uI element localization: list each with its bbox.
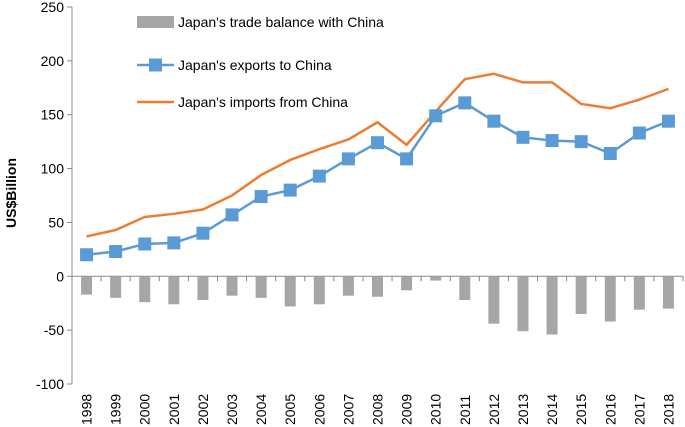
x-tick-label: 2018	[660, 394, 676, 425]
exports-marker	[371, 136, 384, 150]
x-tick-label: 2008	[370, 394, 386, 425]
exports-marker	[225, 208, 239, 222]
exports-marker	[661, 114, 675, 128]
y-tick-label: 100	[41, 161, 65, 177]
y-tick-label: 0	[56, 268, 64, 284]
exports-marker	[80, 248, 94, 262]
x-tick-label: 2009	[399, 394, 415, 425]
trade-balance-bar	[197, 276, 209, 300]
x-tick-label: 2005	[282, 394, 298, 425]
exports-marker	[341, 152, 355, 166]
trade-balance-bar	[604, 276, 616, 322]
trade-balance-bar	[633, 276, 645, 310]
exports-marker	[603, 146, 617, 160]
exports-marker	[167, 236, 181, 250]
trade-balance-bars	[81, 276, 674, 335]
x-tick-label: 2015	[573, 394, 589, 425]
trade-balance-bar	[226, 276, 238, 296]
y-tick-label: -50	[44, 322, 64, 338]
y-tick-label: 250	[41, 0, 65, 15]
trade-balance-bar	[517, 276, 529, 332]
exports-marker	[574, 135, 588, 149]
x-tick-label: 2004	[253, 394, 269, 425]
legend-label: Japan's exports to China	[178, 57, 332, 73]
x-tick-label: 2010	[428, 394, 444, 425]
x-tick-label: 2006	[311, 394, 327, 425]
exports-marker	[312, 169, 326, 183]
trade-balance-bar	[255, 276, 267, 298]
trade-balance-bar	[401, 276, 413, 291]
x-tick-label: 2000	[137, 394, 153, 425]
x-tick-label: 2012	[486, 394, 502, 425]
x-tick-label: 2003	[224, 394, 240, 425]
trade-balance-bar	[546, 276, 558, 335]
imports-line	[86, 72, 669, 238]
x-tick-label: 2007	[340, 394, 356, 425]
exports-marker	[429, 109, 443, 123]
trade-balance-bar	[459, 276, 471, 300]
trade-balance-bar	[313, 276, 325, 305]
y-axis-title: US$Billion	[3, 158, 19, 228]
exports-marker	[632, 126, 646, 140]
exports-marker	[458, 96, 472, 110]
x-tick-label: 1998	[79, 394, 95, 425]
x-tick-label: 2002	[195, 394, 211, 425]
legend: Japan's trade balance with China Japan's …	[137, 14, 384, 110]
trade-balance-bar	[575, 276, 587, 314]
trade-balance-bar	[284, 276, 296, 307]
legend-swatch-balance	[137, 16, 174, 28]
x-tick-label: 2016	[602, 394, 618, 425]
exports-series	[80, 96, 675, 262]
y-tick-label: 150	[41, 107, 65, 123]
legend-label: Japan's trade balance with China	[178, 14, 384, 30]
trade-balance-bar	[342, 276, 354, 296]
legend-label: Japan's imports from China	[178, 94, 348, 110]
x-tick-label: 2011	[457, 395, 473, 425]
y-tick-label: -100	[36, 376, 64, 392]
x-tick-label: 2001	[166, 394, 182, 425]
imports-series	[86, 72, 669, 238]
exports-marker	[196, 226, 210, 240]
x-tick-label: 2014	[544, 394, 560, 425]
trade-balance-bar	[430, 276, 442, 281]
exports-line	[86, 101, 669, 256]
x-tick-label: 2013	[515, 394, 531, 425]
y-axis: -100 -50 0 50 100 150 200 250	[36, 0, 73, 392]
y-tick-label: 50	[48, 214, 64, 230]
exports-marker	[545, 134, 559, 148]
exports-marker	[138, 237, 152, 251]
exports-marker	[254, 190, 268, 204]
exports-marker	[283, 183, 297, 197]
exports-marker	[487, 114, 501, 128]
trade-balance-bar	[110, 276, 122, 298]
legend-marker-exports	[149, 58, 162, 72]
exports-marker	[109, 245, 123, 259]
x-axis: 1998 1999 2000 2001 2002 2003 2004 2005 2006 2007…	[71, 275, 684, 425]
y-tick-label: 200	[41, 53, 65, 69]
trade-balance-bar	[662, 276, 674, 309]
exports-marker	[400, 152, 414, 166]
trade-balance-bar	[139, 276, 151, 303]
x-tick-label: 2017	[631, 394, 647, 425]
exports-marker	[516, 130, 530, 144]
trade-balance-bar	[168, 276, 180, 305]
trade-balance-bar	[372, 276, 383, 297]
trade-balance-bar	[81, 276, 93, 295]
trade-balance-bar	[488, 276, 500, 324]
x-tick-label: 1999	[108, 394, 124, 425]
